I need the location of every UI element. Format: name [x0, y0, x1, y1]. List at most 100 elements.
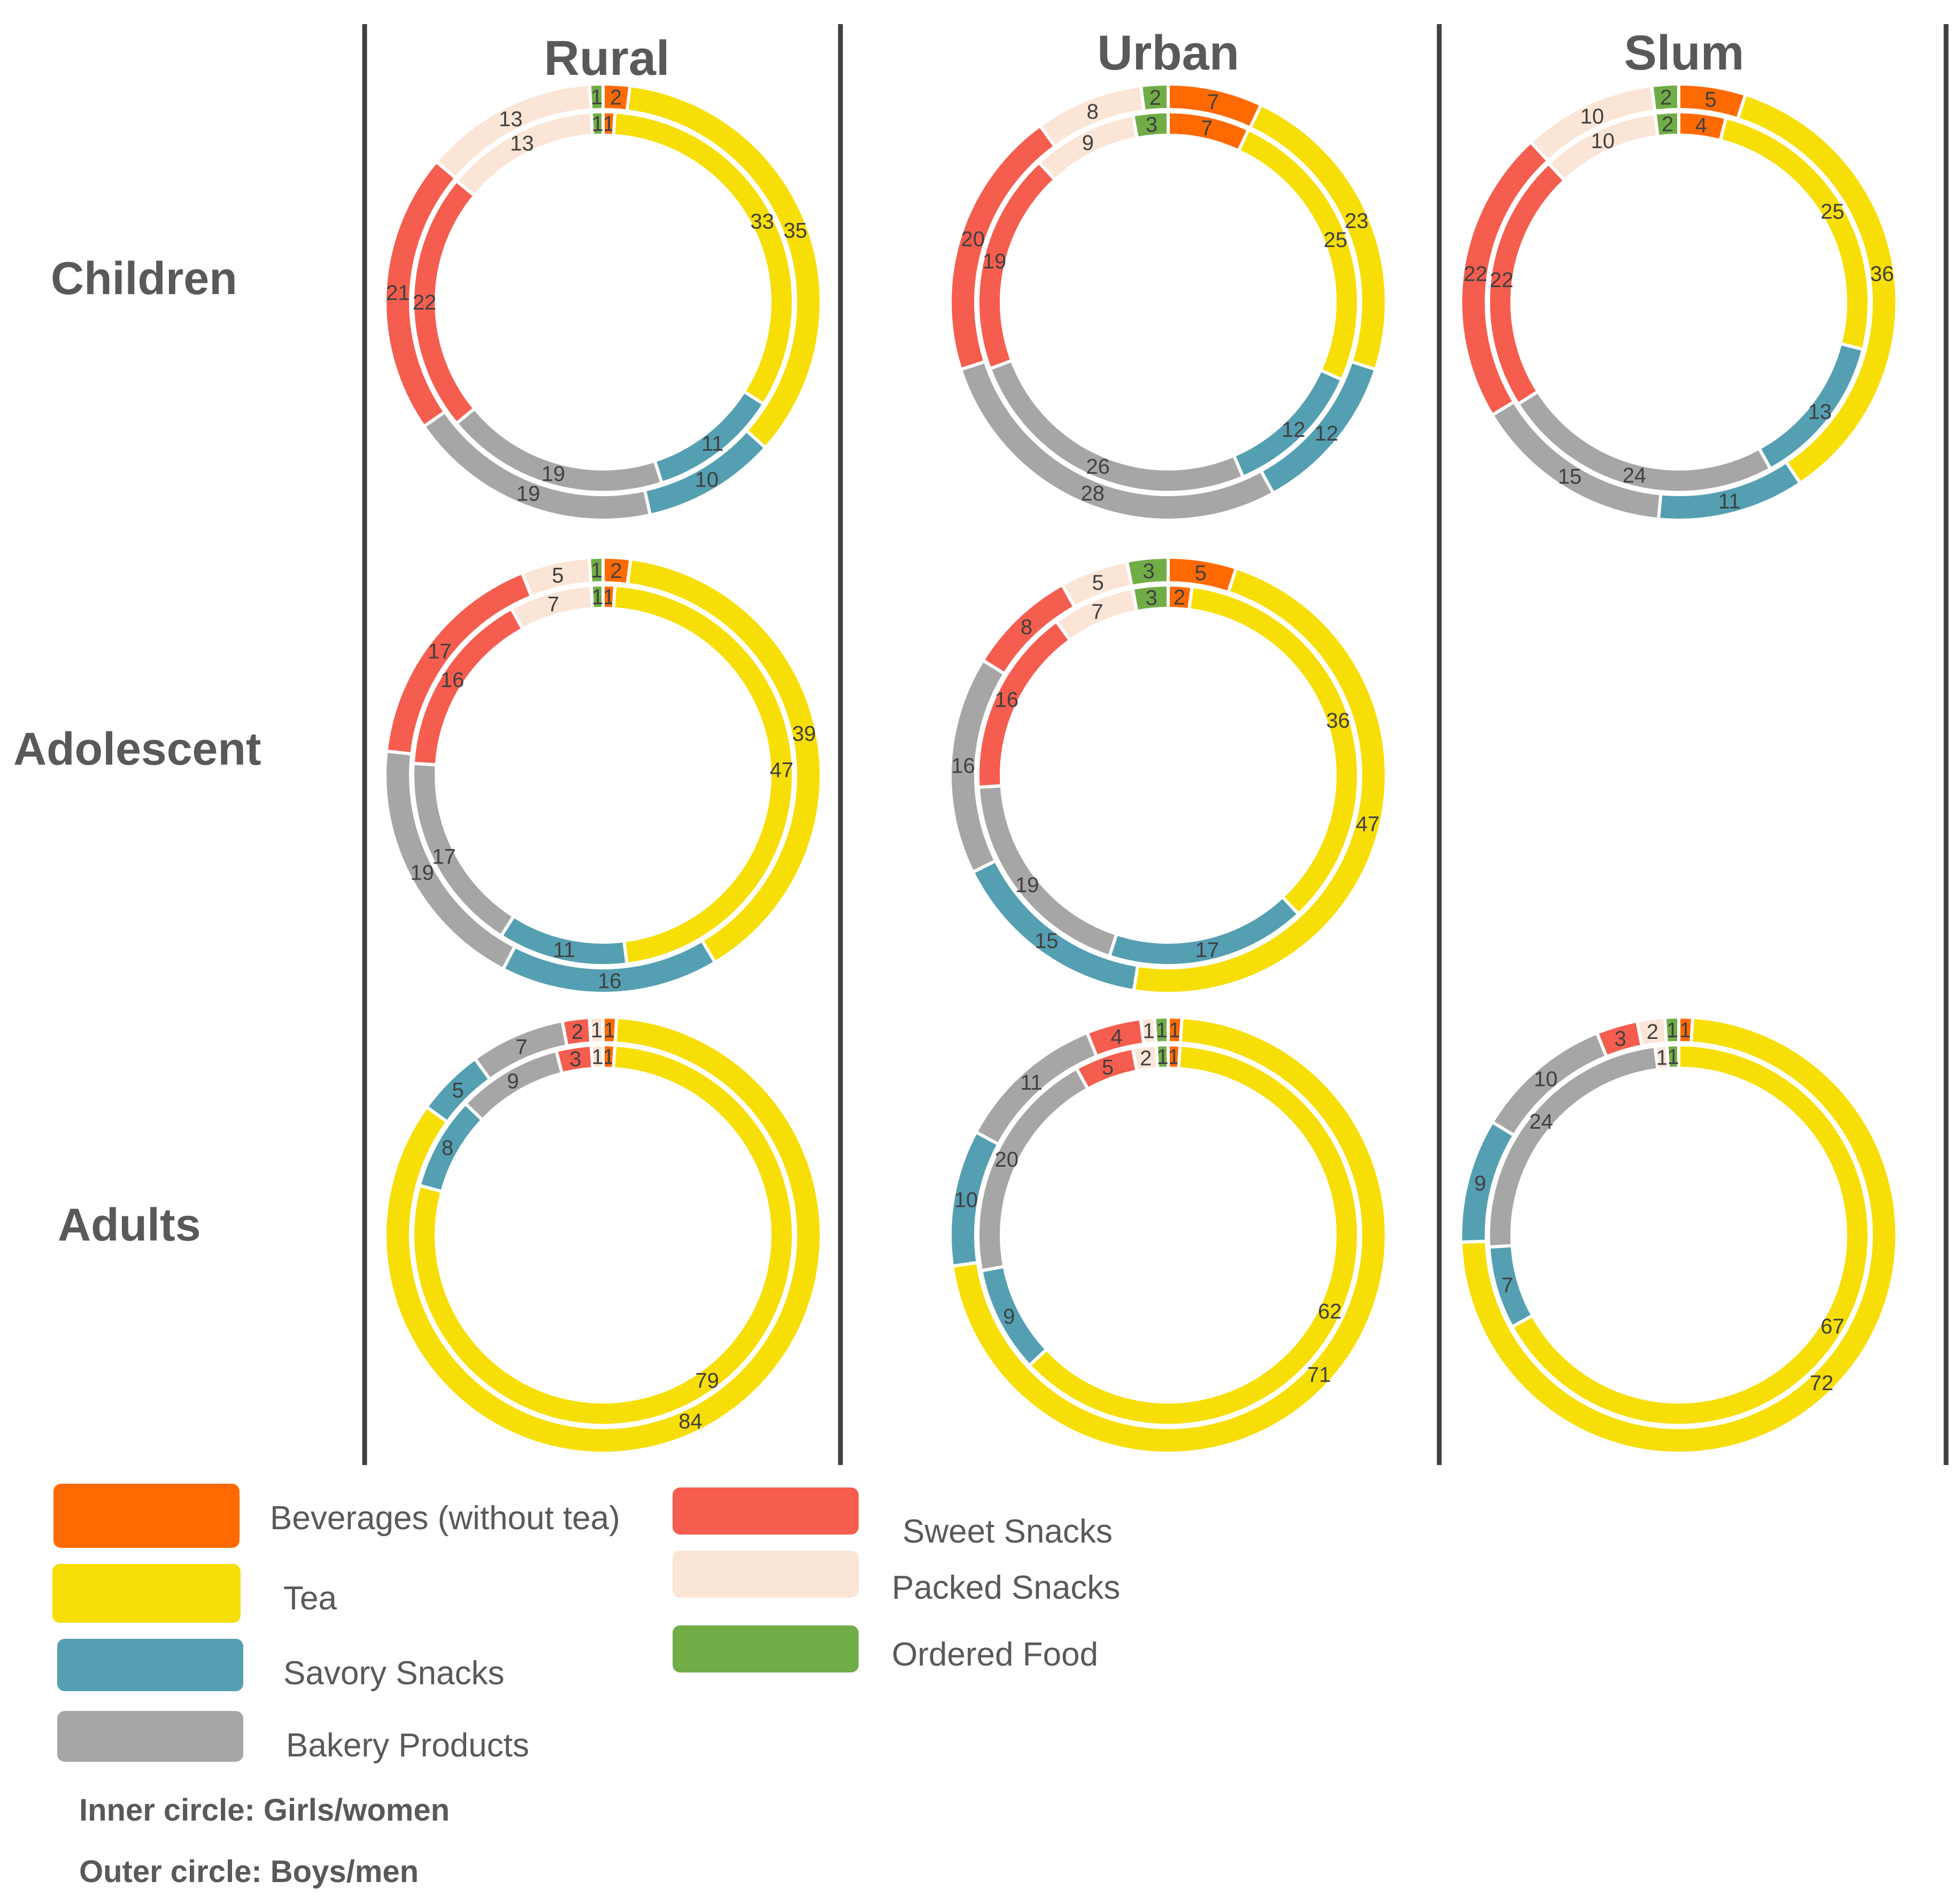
rural-adolescent-inner-label-savory-snacks: 11 — [553, 938, 575, 962]
urban-children-outer-label-sweet-snacks: 20 — [961, 227, 985, 251]
slum-adults-inner-label-bakery-products: 24 — [1529, 1110, 1553, 1134]
urban-adolescent-outer-label-beverages-without-tea: 5 — [1195, 561, 1207, 585]
urban-children-inner-label-beverages-without-tea: 7 — [1201, 117, 1213, 140]
slum-children-inner-segment-tea — [1718, 115, 1871, 352]
legend-item-beverages: Beverages (without tea) — [53, 1484, 620, 1548]
urban-adults-inner-label-packed-snacks: 2 — [1140, 1047, 1152, 1070]
slum-children-inner-label-packed-snacks: 10 — [1591, 129, 1615, 153]
slum-adults-outer-label-packed-snacks: 2 — [1647, 1020, 1658, 1044]
rural-adolescent-outer-label-ordered-food: 1 — [591, 559, 603, 582]
slum-adults-inner-label-tea: 67 — [1820, 1315, 1845, 1338]
legend-swatch-beverages — [53, 1484, 240, 1548]
slum-adults-inner-segment-bakery-products — [1487, 1044, 1660, 1249]
urban-adults-outer-segment-tea — [950, 1015, 1388, 1455]
slum-children-outer-label-sweet-snacks: 22 — [1464, 262, 1488, 286]
rural-children-outer-label-beverages-without-tea: 2 — [610, 86, 622, 110]
rural-children-inner-label-bakery-products: 19 — [542, 462, 566, 486]
legend-swatch-packed-snacks — [673, 1551, 859, 1598]
urban-adults-inner-segment-ordered-food — [1154, 1043, 1170, 1070]
rural-adolescent-inner-label-sweet-snacks: 16 — [441, 668, 465, 692]
urban-children-inner-label-tea: 25 — [1324, 228, 1348, 252]
urban-adolescent-outer-label-bakery-products: 16 — [951, 754, 975, 778]
legend-item-sweet-snacks: Sweet Snacks — [673, 1487, 1113, 1550]
rural-adolescent-outer-label-savory-snacks: 16 — [598, 969, 622, 993]
urban-children-inner-label-ordered-food: 3 — [1146, 113, 1158, 136]
urban-adolescent-outer-label-ordered-food: 3 — [1143, 560, 1154, 583]
column-title-urban: Urban — [1097, 26, 1239, 80]
legend-swatch-sweet-snacks — [673, 1487, 859, 1535]
legend-item-bakery-products: Bakery Products — [57, 1711, 529, 1764]
slum-adults-outer-label-beverages-without-tea: 1 — [1679, 1019, 1691, 1042]
urban-adults-inner-label-beverages-without-tea: 1 — [1168, 1045, 1179, 1069]
rural-adults-inner-label-bakery-products: 9 — [507, 1070, 519, 1093]
urban-adults-inner-label-ordered-food: 1 — [1156, 1045, 1168, 1069]
slum-children-outer-label-tea: 36 — [1870, 262, 1894, 286]
rural-adolescent-outer-label-packed-snacks: 5 — [552, 564, 564, 587]
slum-children-outer-label-savory-snacks: 11 — [1718, 490, 1741, 513]
legend-item-packed-snacks: Packed Snacks — [673, 1551, 1120, 1606]
slum-children-inner-label-beverages-without-tea: 4 — [1695, 114, 1707, 137]
slum-adults-outer-label-sweet-snacks: 3 — [1615, 1027, 1626, 1051]
urban-adults-outer-label-sweet-snacks: 4 — [1110, 1025, 1122, 1049]
urban-adolescent-inner-label-packed-snacks: 7 — [1091, 600, 1103, 623]
rural-children-inner-label-savory-snacks: 11 — [701, 432, 724, 456]
slum-children-inner-label-bakery-products: 24 — [1623, 464, 1647, 488]
urban-adolescent-inner-label-savory-snacks: 17 — [1195, 938, 1220, 962]
urban-adults-outer-segment-ordered-food — [1152, 1015, 1170, 1045]
rural-children-inner-segment-ordered-food — [589, 110, 605, 137]
urban-adolescent-inner-label-sweet-snacks: 16 — [995, 688, 1019, 712]
legend-item-savory-snacks: Savory Snacks — [57, 1639, 505, 1692]
row-label-adults: Adults — [58, 1199, 201, 1251]
slum-children-outer-label-packed-snacks: 10 — [1580, 105, 1604, 128]
legend-label-savory-snacks: Savory Snacks — [283, 1655, 505, 1692]
rural-adults-inner-label-savory-snacks: 8 — [442, 1136, 453, 1160]
urban-adults-inner-segment-tea — [1027, 1043, 1360, 1427]
rural-children-inner-label-sweet-snacks: 22 — [413, 291, 437, 314]
slum-adults-outer-segment-ordered-food — [1663, 1015, 1680, 1045]
rural-adults-inner-segment-packed-snacks — [589, 1043, 605, 1070]
donut-panels: 2351019211311331119221317231228208272512… — [383, 82, 1899, 1455]
urban-children-outer-label-bakery-products: 28 — [1081, 482, 1105, 505]
rural-children-outer-label-ordered-food: 1 — [591, 86, 603, 109]
urban-adults-inner-label-bakery-products: 20 — [995, 1148, 1019, 1171]
rural-adults-inner-label-tea: 79 — [695, 1369, 719, 1392]
column-title-slum: Slum — [1624, 26, 1745, 80]
urban-children-outer-label-savory-snacks: 12 — [1315, 422, 1339, 445]
rural-children-inner-label-packed-snacks: 13 — [510, 132, 534, 155]
legend-swatch-savory-snacks — [57, 1639, 243, 1691]
rural-children-inner-label-tea: 33 — [750, 210, 774, 233]
rural-children-outer-label-packed-snacks: 13 — [499, 107, 523, 131]
slum-children-inner-label-tea: 25 — [1820, 200, 1845, 223]
rural-adolescent-outer-segment-ordered-food — [587, 555, 605, 585]
urban-adolescent-outer-segment-tea — [1132, 566, 1388, 996]
donut-urban-children: 7 23 12 28 20 8 2 7 25 12 26 19 9 3 — [948, 82, 1388, 522]
legend-swatch-bakery-products — [57, 1711, 243, 1762]
urban-adolescent-outer-label-sweet-snacks: 8 — [1021, 615, 1032, 639]
legend-label-ordered-food: Ordered Food — [892, 1636, 1098, 1673]
urban-adults-inner-label-tea: 62 — [1318, 1300, 1342, 1323]
urban-adults-inner-label-savory-snacks: 9 — [1003, 1305, 1015, 1329]
rural-adults-inner-segment-tea — [411, 1043, 795, 1427]
urban-adults-outer-label-packed-snacks: 1 — [1143, 1020, 1154, 1043]
rural-adults-outer-segment-packed-snacks — [588, 1015, 605, 1045]
donut-slum-children: 5 36 11 15 22 10 24 25 13 24 22 10 2 — [1459, 82, 1899, 522]
legend-label-sweet-snacks: Sweet Snacks — [902, 1513, 1113, 1550]
rural-children-outer-segment-ordered-food — [588, 82, 605, 112]
row-label-children: Children — [51, 253, 237, 304]
rural-adolescent-outer-label-beverages-without-tea: 2 — [610, 559, 622, 583]
slum-adults-inner-segment-ordered-food — [1665, 1043, 1680, 1070]
rural-children-inner-label-ordered-food: 1 — [591, 112, 603, 136]
slum-adults-outer-label-savory-snacks: 9 — [1474, 1172, 1486, 1196]
urban-adolescent-outer-label-packed-snacks: 5 — [1092, 571, 1104, 595]
rural-adults-outer-label-beverages-without-tea: 1 — [604, 1019, 615, 1042]
row-label-adolescent: Adolescent — [13, 723, 261, 775]
rural-adolescent-inner-label-beverages-without-tea: 1 — [603, 585, 614, 609]
rural-adolescent-inner-label-packed-snacks: 7 — [547, 592, 559, 616]
rural-children-outer-label-tea: 35 — [783, 219, 807, 243]
slum-adults-inner-segment-tea — [1509, 1043, 1871, 1427]
rural-adults-outer-label-savory-snacks: 5 — [452, 1078, 464, 1102]
rural-adolescent-inner-label-tea: 47 — [770, 759, 794, 782]
note-inner-circle: Inner circle: Girls/women — [79, 1793, 450, 1828]
